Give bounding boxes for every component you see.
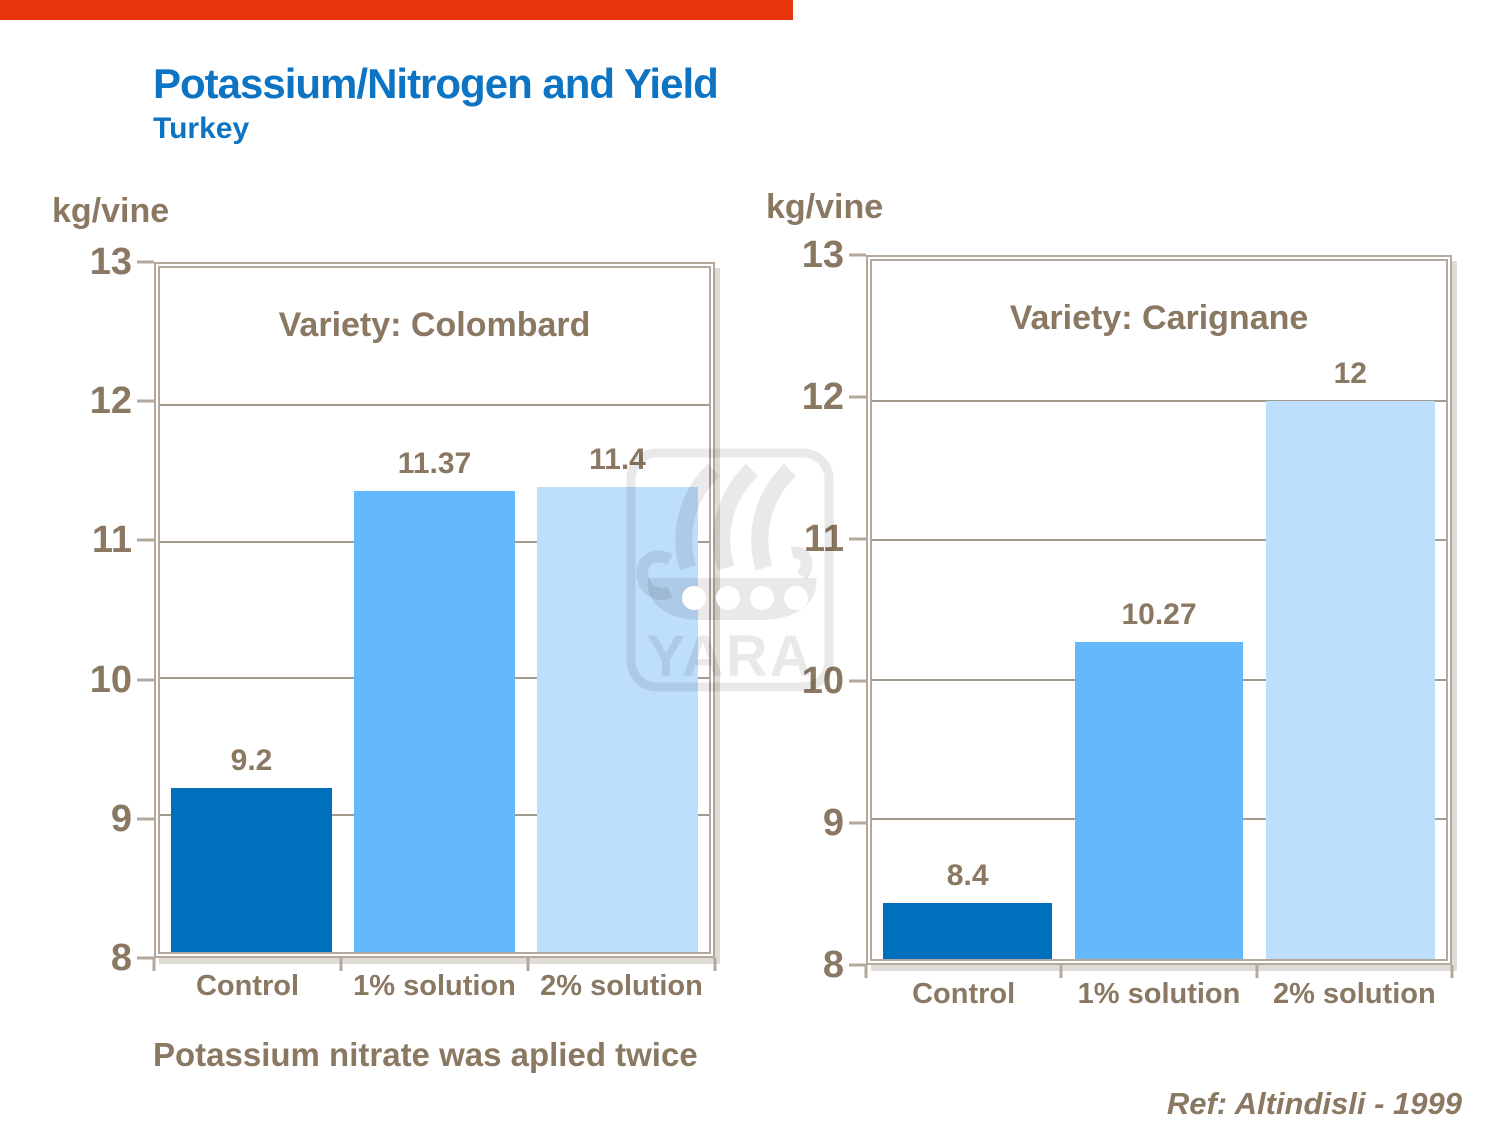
y-tick-label: 12 [801,376,844,418]
bar-1-solution [353,490,516,952]
y-tick-mark [137,538,154,542]
x-tick-mark [1450,965,1454,978]
category-label: Control [195,970,300,1002]
page-subtitle: Turkey [153,112,250,145]
x-tick-mark [1255,965,1259,978]
y-tick-label: 8 [110,937,132,979]
bar-slot: 8.4 [872,261,1063,959]
page-title: Potassium/Nitrogen and Yield [153,60,719,107]
chart-title: Variety: Carignane [1009,299,1309,337]
y-axis-unit-label: kg/vine [766,188,884,226]
y-tick-label: 10 [801,660,844,702]
x-tick-mark [526,958,530,971]
bar-value-label: 10.27 [1121,598,1197,632]
y-tick-label: 13 [89,241,132,283]
x-tick-mark [152,958,156,971]
category-label: 1% solution [1077,978,1241,1010]
x-axis-ticks [864,965,1454,979]
gridline [160,403,709,406]
bar-control [883,903,1052,959]
category-label: 2% solution [1272,978,1436,1010]
y-tick-mark [137,399,154,403]
bar-slot: 9.2 [160,268,343,952]
y-tick-label: 13 [801,234,844,276]
y-tick-mark [849,537,866,541]
gridline [872,539,1446,542]
y-axis-unit-label: kg/vine [52,192,170,230]
footnote: Potassium nitrate was aplied twice [153,1036,698,1073]
bar-control [170,787,333,952]
bar-value-label: 11.4 [589,442,646,476]
y-axis-ticks [137,260,154,960]
bar-value-label: 9.2 [230,743,273,777]
bar-2-solution [536,486,699,952]
y-axis-labels: 13 12 11 10 9 8 [28,243,132,977]
y-tick-mark [849,679,866,683]
gridline [872,399,1446,402]
y-tick-mark [137,260,154,264]
plot-area: Variety: Colombard 9.2 11.37 11.4 [154,262,715,958]
bar-group: 9.2 11.37 11.4 [160,268,709,952]
bar-value-label: 12 [1333,356,1367,390]
y-tick-label: 10 [89,658,132,701]
chart-title: Variety: Colombard [278,306,591,344]
bar-2-solution [1266,400,1435,959]
bar-slot: 10.27 [1063,261,1254,959]
bar-slot: 12 [1255,261,1446,959]
reference-text: Ref: Altindisli - 1999 [1166,1086,1462,1121]
y-tick-mark [849,963,866,967]
x-axis-labels: Control 1% solution 2% solution [866,978,1452,1011]
x-tick-mark [339,958,343,971]
y-tick-mark [849,821,866,825]
y-tick-label: 11 [803,518,844,560]
top-accent-bar [0,0,793,20]
x-tick-mark [713,958,717,971]
y-tick-label: 9 [110,797,132,840]
x-tick-mark [1059,965,1063,978]
category-label: 1% solution [353,970,516,1002]
y-tick-mark [137,956,154,960]
y-tick-mark [849,395,866,399]
y-tick-label: 12 [89,380,132,423]
y-axis-labels: 13 12 11 10 9 8 [740,236,844,984]
x-axis-ticks [152,958,717,972]
plot-area: Variety: Carignane 8.4 10.27 12 [866,255,1452,965]
bar-slot: 11.4 [526,268,709,952]
y-axis-ticks [849,253,866,967]
y-tick-mark [137,678,154,682]
x-axis-labels: Control 1% solution 2% solution [154,970,715,1003]
bar-group: 8.4 10.27 12 [872,261,1446,959]
category-label: Control [912,978,1016,1010]
category-label: 2% solution [540,970,703,1002]
y-tick-label: 11 [91,519,132,562]
bar-1-solution [1074,642,1244,959]
bar-value-label: 11.37 [397,446,472,480]
x-tick-mark [864,965,868,978]
y-tick-label: 8 [822,944,844,986]
y-tick-mark [137,817,154,821]
bar-value-label: 8.4 [946,859,989,893]
bar-slot: 11.37 [343,268,526,952]
y-tick-mark [849,253,866,257]
y-tick-label: 9 [822,802,844,844]
